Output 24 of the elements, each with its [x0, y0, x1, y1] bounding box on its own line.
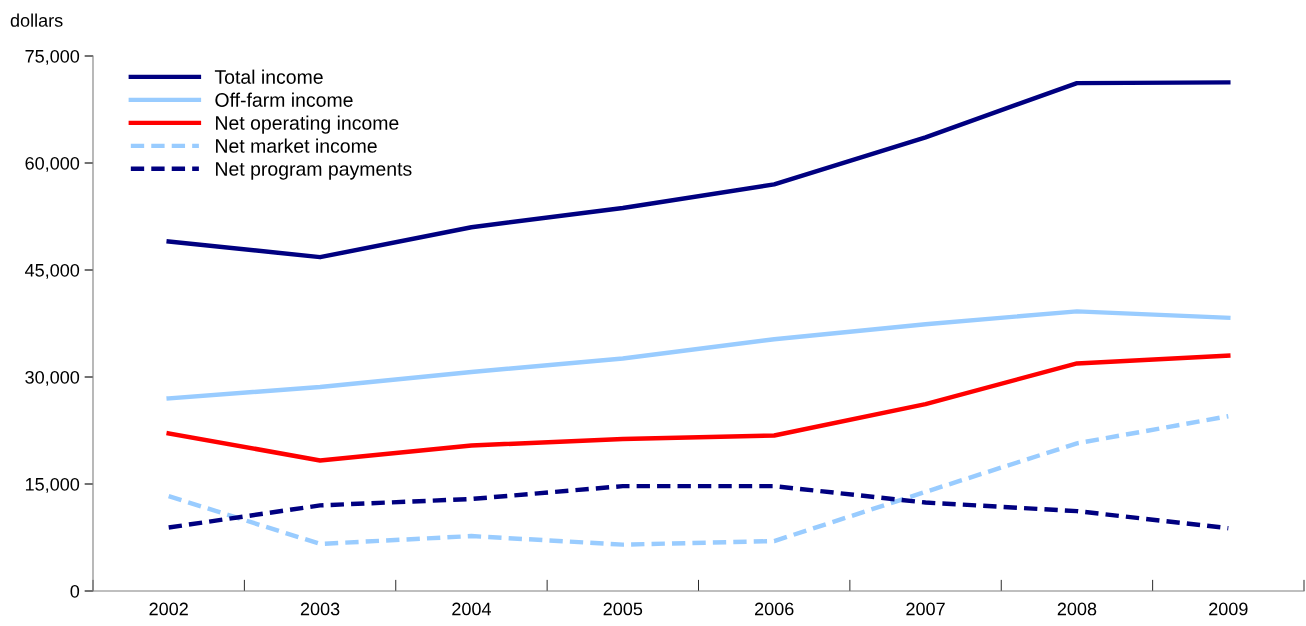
legend-label: Net market income: [216, 138, 377, 153]
legend-label: Off-farm income: [215, 92, 353, 107]
x-tick-label: 2002: [149, 602, 188, 616]
x-tick-label: 2003: [300, 602, 340, 616]
y-tick-label: 30,000: [25, 370, 80, 386]
legend-label: Net program payments: [216, 162, 412, 180]
y-tick-label: 45,000: [25, 263, 80, 279]
legend-label: Total income: [214, 69, 323, 84]
y-tick-label: 75,000: [25, 49, 80, 65]
y-axis-title: dollars: [10, 13, 63, 27]
x-tick-label: 2004: [452, 602, 491, 616]
x-tick-label: 2009: [1209, 602, 1248, 616]
x-tick-label: 2008: [1057, 602, 1097, 616]
y-tick-label: 60,000: [25, 156, 80, 172]
x-tick-label: 2005: [603, 602, 643, 616]
y-tick-label: 15,000: [25, 477, 80, 493]
line-series: [166, 353, 1231, 463]
line-series: [166, 309, 1231, 401]
line-series: [166, 483, 1231, 531]
x-tick-label: 2007: [906, 602, 945, 616]
legend-label: Net operating income: [216, 115, 399, 134]
x-tick-label: 2006: [755, 602, 794, 616]
line-series: [166, 414, 1231, 547]
y-tick-label: 0: [70, 584, 80, 598]
